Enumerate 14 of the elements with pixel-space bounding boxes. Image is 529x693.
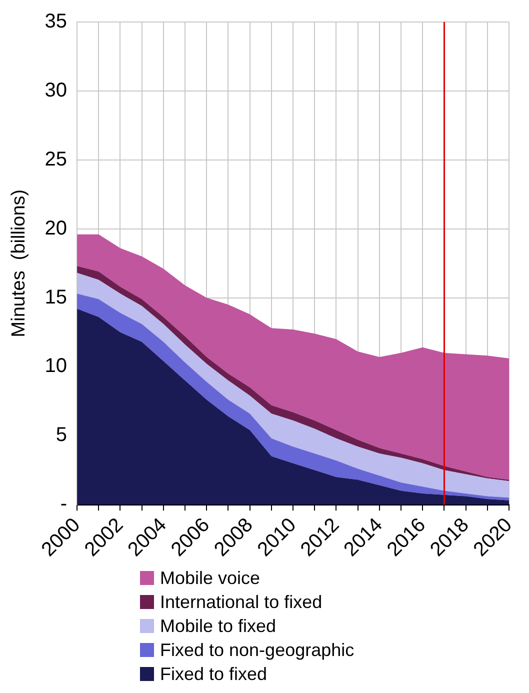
y-tick-label: 15 xyxy=(44,286,68,308)
y-tick-label: - xyxy=(60,493,68,516)
legend-label: International to fixed xyxy=(160,591,322,614)
y-tick-label: 20 xyxy=(44,217,68,240)
y-axis-title: Minutes (billions) xyxy=(8,189,30,338)
y-tick-label: 10 xyxy=(44,355,68,378)
legend-label: Fixed to non-geographic xyxy=(160,639,354,662)
y-tick-label: 5 xyxy=(56,424,68,446)
legend-label: Fixed to fixed xyxy=(160,663,268,686)
y-tick-label: 25 xyxy=(44,148,68,170)
legend-label: Mobile to fixed xyxy=(160,615,276,638)
y-tick-label: 30 xyxy=(44,79,68,102)
legend-label: Mobile voice xyxy=(160,567,260,590)
y-tick-label: 35 xyxy=(44,10,68,33)
